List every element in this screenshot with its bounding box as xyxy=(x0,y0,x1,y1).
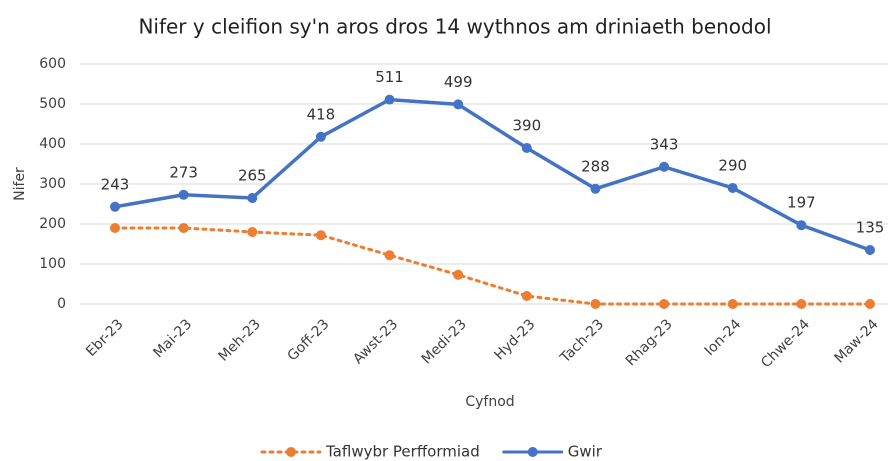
series-line xyxy=(113,226,872,306)
y-tick-label: 500 xyxy=(39,96,66,112)
legend-marker xyxy=(527,447,538,457)
legend-marker xyxy=(286,447,296,457)
data-label: 290 xyxy=(718,157,747,175)
x-axis-label: Cyfnod xyxy=(465,394,514,410)
data-label: 135 xyxy=(856,219,885,237)
data-label: 243 xyxy=(101,175,130,193)
data-label: 343 xyxy=(650,135,679,153)
data-point xyxy=(315,131,326,142)
x-tick-label: Maw-24 xyxy=(831,316,881,366)
y-tick-label: 200 xyxy=(39,216,66,232)
data-point xyxy=(865,245,875,255)
data-point xyxy=(384,94,395,105)
data-label: 499 xyxy=(444,73,473,91)
data-point xyxy=(590,183,601,194)
x-tick-label: Awst-23 xyxy=(350,316,401,367)
data-point xyxy=(521,143,532,153)
data-label: 511 xyxy=(375,68,404,86)
series-line xyxy=(113,97,872,252)
data-point xyxy=(110,223,120,233)
data-point xyxy=(865,299,875,309)
data-label: 265 xyxy=(238,167,267,185)
data-label: 390 xyxy=(512,117,541,135)
data-point xyxy=(315,230,326,241)
data-label: 197 xyxy=(787,194,816,212)
legend-label: Taflwybr Perfformiad xyxy=(325,443,480,461)
x-tick-label: Tach-23 xyxy=(557,316,607,366)
x-tick-label: Medi-23 xyxy=(419,316,470,367)
data-point xyxy=(178,223,189,233)
y-tick-label: 600 xyxy=(39,56,66,72)
data-point xyxy=(453,99,464,110)
data-point xyxy=(110,201,120,212)
y-axis-label: Nifer xyxy=(12,167,28,201)
data-point xyxy=(247,193,258,203)
y-tick-label: 400 xyxy=(39,136,66,152)
x-tick-label: Ion-24 xyxy=(702,316,745,359)
data-point xyxy=(727,299,738,309)
legend-label: Gwir xyxy=(568,443,603,461)
x-tick-label: Ebr-23 xyxy=(83,316,126,359)
x-tick-label: Hyd-23 xyxy=(491,316,538,363)
data-point xyxy=(178,189,189,200)
data-point xyxy=(453,269,464,280)
data-point xyxy=(659,299,670,309)
x-tick-label: Rhag-23 xyxy=(623,316,676,369)
data-point xyxy=(521,291,532,301)
x-tick-label: Chwe-24 xyxy=(758,316,813,371)
x-tick-label: Mai-23 xyxy=(150,316,195,361)
y-tick-label: 300 xyxy=(39,176,66,192)
chart-title: Nifer y cleifion sy'n aros dros 14 wythn… xyxy=(138,15,771,39)
data-label: 288 xyxy=(581,157,610,175)
data-point xyxy=(384,250,395,261)
x-tick-label: Goff-23 xyxy=(285,316,333,364)
y-tick-label: 100 xyxy=(39,256,66,272)
data-point xyxy=(727,183,738,193)
data-point xyxy=(796,299,807,309)
x-tick-label: Meh-23 xyxy=(216,316,264,364)
data-point xyxy=(796,220,807,231)
data-label: 273 xyxy=(169,163,198,181)
data-label: 418 xyxy=(307,105,336,123)
y-tick-label: 0 xyxy=(57,296,66,312)
data-point xyxy=(247,227,258,237)
data-point xyxy=(590,299,601,309)
data-point xyxy=(659,161,670,172)
